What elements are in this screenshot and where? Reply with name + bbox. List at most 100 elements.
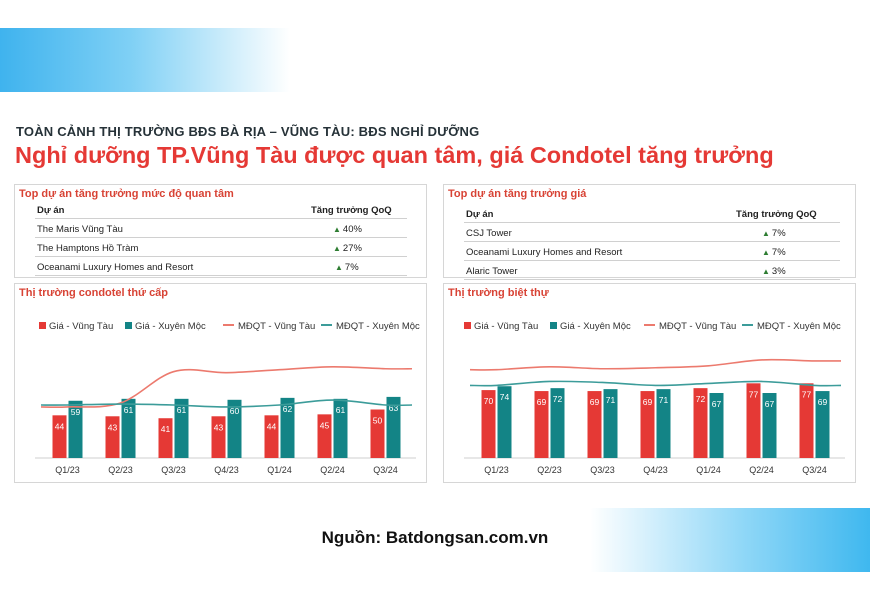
table-header-row: Dự án Tăng trưởng QoQ — [464, 205, 840, 223]
bar-vungtau — [52, 415, 67, 458]
up-arrow-icon: ▲ — [333, 225, 341, 234]
legend-item: Giá - Vũng Tàu — [464, 321, 538, 332]
bar-xuyenmoc — [280, 397, 295, 458]
decor-stripe-bottom — [590, 508, 870, 572]
up-arrow-icon: ▲ — [762, 267, 770, 276]
price-table-title: Top dự án tăng trưởng giá — [448, 188, 587, 200]
x-tick-label: Q1/23 — [55, 465, 80, 475]
data-label: 69 — [590, 397, 600, 407]
data-label: 62 — [283, 404, 293, 414]
legend-label: MĐQT - Xuyên Mộc — [336, 321, 420, 332]
growth-cell: ▲ 27% — [333, 243, 362, 254]
legend-swatch — [464, 322, 471, 329]
price-table-panel: Top dự án tăng trưởng giá Dự án Tăng trư… — [443, 184, 856, 280]
growth-cell: ▲ 7% — [762, 247, 786, 258]
series-line-xuyenmoc — [469, 380, 842, 387]
legend-swatch — [321, 324, 332, 326]
x-tick-label: Q3/23 — [161, 465, 186, 475]
bar-vungtau — [640, 391, 655, 458]
legend-label: Giá - Xuyên Mộc — [135, 321, 206, 332]
series-line-vungtau — [469, 358, 842, 371]
bar-xuyenmoc — [174, 398, 189, 458]
data-label: 70 — [484, 396, 494, 406]
bar-xuyenmoc — [709, 393, 724, 458]
x-tick-label: Q3/23 — [590, 465, 615, 475]
data-label: 77 — [802, 389, 812, 399]
bar-xuyenmoc — [386, 396, 401, 458]
data-label: 59 — [71, 407, 81, 417]
legend-label: MĐQT - Vũng Tàu — [659, 321, 737, 332]
legend-swatch — [644, 324, 655, 326]
growth-value: 3% — [771, 266, 786, 277]
table-row: CSJ Tower ▲ 7% — [464, 224, 840, 242]
data-label: 69 — [537, 397, 547, 407]
decor-stripe-top — [0, 28, 290, 92]
bar-vungtau — [746, 383, 761, 458]
x-tick-label: Q1/24 — [696, 465, 721, 475]
col-project-header: Dự án — [466, 209, 494, 220]
bar-xuyenmoc — [68, 400, 83, 458]
page-subtitle: TOÀN CẢNH THỊ TRƯỜNG BĐS BÀ RỊA – VŨNG T… — [16, 124, 480, 139]
project-name: Alaric Tower — [466, 266, 518, 277]
bar-vungtau — [264, 415, 279, 458]
up-arrow-icon: ▲ — [335, 263, 343, 272]
legend-label: Giá - Vũng Tàu — [474, 321, 539, 332]
legend-item: MĐQT - Xuyên Mộc — [321, 321, 420, 332]
bar-xuyenmoc — [656, 389, 671, 458]
legend-swatch — [39, 322, 46, 329]
bar-vungtau — [105, 416, 120, 458]
x-tick-label: Q1/23 — [484, 465, 509, 475]
growth-value: 7% — [771, 247, 786, 258]
data-label: 71 — [659, 395, 669, 405]
series-line-vungtau — [40, 365, 413, 409]
data-label: 61 — [336, 405, 346, 415]
data-label: 43 — [214, 422, 224, 432]
data-label: 44 — [55, 421, 65, 431]
data-label: 71 — [606, 395, 616, 405]
project-name: Oceanami Luxury Homes and Resort — [466, 247, 623, 258]
table-row: The Hamptons Hồ Tràm ▲ 27% — [35, 239, 407, 257]
villa-chart: 70 74 Q1/23 69 72 Q2/23 69 71 Q3/23 69 71 Q4/23 72 67… — [464, 358, 845, 475]
bar-xuyenmoc — [550, 388, 565, 458]
data-label: 41 — [161, 424, 171, 434]
legend-item: MĐQT - Vũng Tàu — [223, 321, 315, 332]
bar-vungtau — [370, 409, 385, 458]
col-project-header: Dự án — [37, 205, 65, 216]
growth-value: 7% — [344, 262, 359, 273]
data-label: 43 — [108, 422, 118, 432]
bar-vungtau — [799, 383, 814, 458]
data-label: 61 — [124, 405, 134, 415]
bar-xuyenmoc — [333, 398, 348, 458]
legend-item: Giá - Vũng Tàu — [39, 321, 113, 332]
bar-xuyenmoc — [497, 386, 512, 458]
legend-item: MĐQT - Xuyên Mộc — [742, 321, 841, 332]
bar-xuyenmoc — [121, 398, 136, 458]
source-credit: Nguồn: Batdongsan.com.vn — [321, 528, 549, 547]
x-tick-label: Q2/24 — [320, 465, 345, 475]
bar-xuyenmoc — [227, 399, 242, 458]
x-tick-label: Q2/23 — [537, 465, 562, 475]
interest-table-title: Top dự án tăng trưởng mức độ quan tâm — [19, 188, 234, 200]
legend-item: Giá - Xuyên Mộc — [125, 321, 206, 332]
x-tick-label: Q1/24 — [267, 465, 292, 475]
col-growth-header: Tăng trưởng QoQ — [736, 209, 817, 220]
legend-label: Giá - Vũng Tàu — [49, 321, 114, 332]
bar-xuyenmoc — [815, 391, 830, 458]
data-label: 50 — [373, 416, 383, 426]
data-label: 61 — [177, 405, 187, 415]
data-label: 67 — [765, 399, 775, 409]
up-arrow-icon: ▲ — [762, 229, 770, 238]
condotel-chart-legend: Giá - Vũng Tàu Giá - Xuyên Mộc MĐQT - Vũ… — [39, 321, 420, 335]
bar-vungtau — [317, 414, 332, 458]
data-label: 77 — [749, 389, 759, 399]
bar-vungtau — [534, 391, 549, 458]
project-name: CSJ Tower — [466, 228, 512, 239]
page-title: Nghỉ dưỡng TP.Vũng Tàu được quan tâm, gi… — [15, 142, 774, 168]
x-tick-label: Q3/24 — [373, 465, 398, 475]
data-label: 72 — [553, 394, 563, 404]
bar-xuyenmoc — [603, 389, 618, 458]
x-tick-label: Q4/23 — [643, 465, 668, 475]
interest-table-panel: Top dự án tăng trưởng mức độ quan tâm Dự… — [14, 184, 427, 278]
legend-swatch — [742, 324, 753, 326]
up-arrow-icon: ▲ — [333, 244, 341, 253]
